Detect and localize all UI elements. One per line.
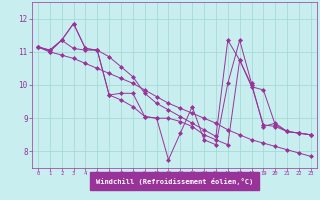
X-axis label: Windchill (Refroidissement éolien,°C): Windchill (Refroidissement éolien,°C) xyxy=(96,178,253,185)
